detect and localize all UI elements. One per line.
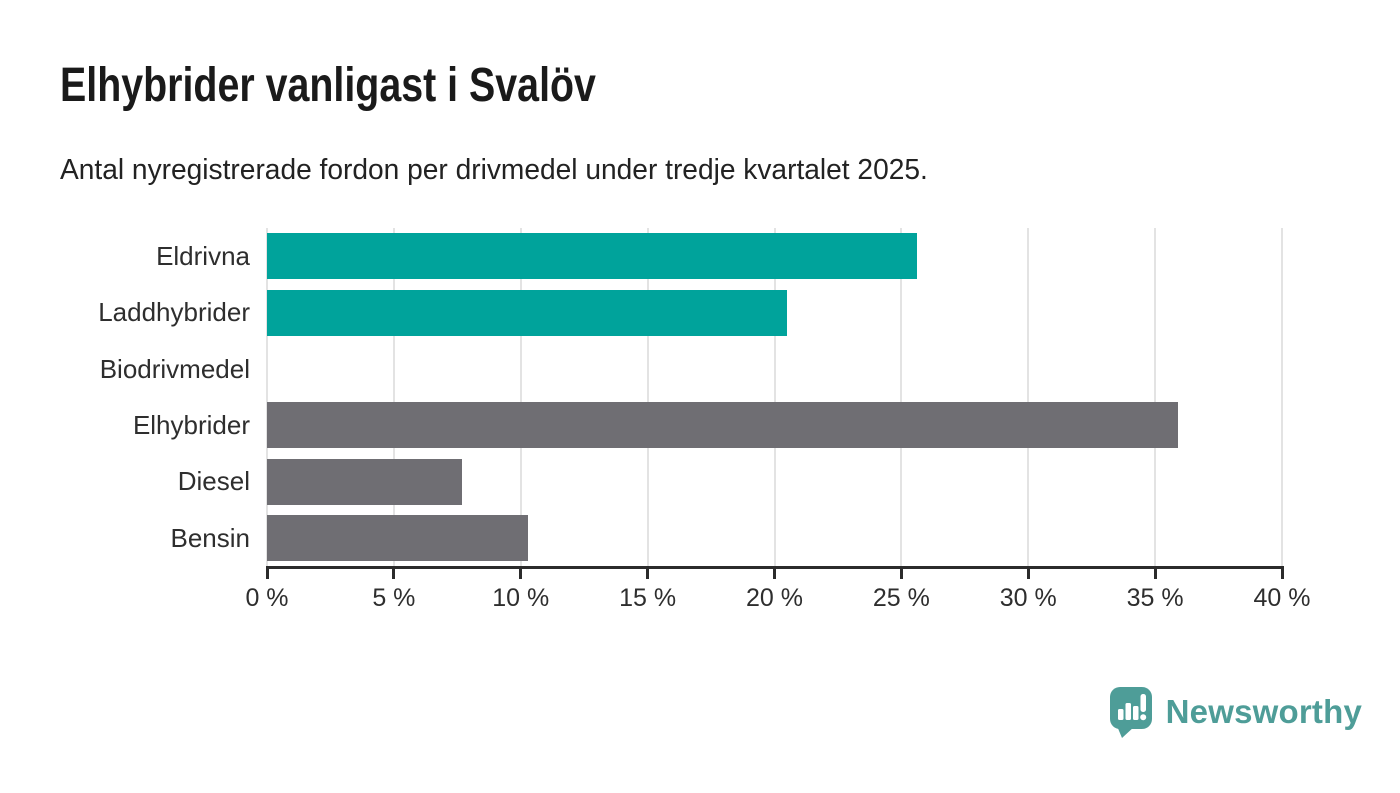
- bar-eldrivna: [267, 233, 917, 280]
- chart-subtitle: Antal nyregistrerade fordon per drivmede…: [60, 154, 928, 186]
- category-label-laddhybrider: Laddhybrider: [98, 297, 250, 328]
- bar-elhybrider: [267, 402, 1178, 449]
- x-axis-tick: [265, 566, 269, 579]
- x-axis-tick: [1280, 566, 1284, 579]
- bar-laddhybrider: [267, 289, 788, 336]
- x-tick-label: 0 %: [245, 584, 289, 612]
- gridline: [392, 228, 395, 566]
- x-tick-label: 30 %: [999, 584, 1057, 612]
- x-axis-tick: [646, 566, 650, 579]
- x-axis-tick: [899, 566, 903, 579]
- bar-bensin: [267, 514, 529, 561]
- category-label-diesel: Diesel: [177, 466, 250, 497]
- x-tick-label: 5 %: [372, 584, 416, 612]
- category-label-bensin: Bensin: [170, 522, 251, 553]
- x-tick-label: 20 %: [746, 584, 803, 612]
- x-tick-label: 40 %: [1253, 584, 1311, 612]
- gridline: [1154, 228, 1157, 566]
- x-tick-label: 25 %: [872, 584, 930, 612]
- gridline: [519, 228, 522, 566]
- x-axis-tick: [1153, 566, 1157, 579]
- newsworthy-logo: Newsworthy: [1108, 686, 1362, 738]
- bar-chart-speech-bubble-icon: [1109, 687, 1152, 738]
- category-label-biodrivmedel: Biodrivmedel: [99, 353, 250, 384]
- brand-name: Newsworthy: [1165, 693, 1362, 730]
- x-axis-tick: [392, 566, 396, 579]
- gridline: [1027, 228, 1030, 566]
- x-tick-label: 35 %: [1126, 584, 1184, 612]
- bar-chart: Eldrivna Laddhybrider Biodrivmedel Elhybrid…: [0, 228, 1400, 628]
- x-tick-label: 10 %: [492, 584, 550, 612]
- x-tick-label: 15 %: [619, 584, 677, 612]
- chart-title: Elhybrider vanligast i Svalöv: [60, 59, 596, 112]
- gridline: [1281, 228, 1283, 566]
- gridline: [773, 228, 776, 566]
- gridline: [266, 228, 268, 566]
- category-labels: Eldrivna Laddhybrider Biodrivmedel Elhybrid…: [0, 228, 250, 566]
- gridline: [646, 228, 649, 566]
- x-axis-tick: [1026, 566, 1030, 579]
- x-axis-tick: [773, 566, 776, 579]
- plot-area: 0 % 5 % 10 % 15 % 20 % 25 % 30 % 35 % 40 %: [245, 228, 1310, 612]
- category-label-elhybrider: Elhybrider: [132, 410, 250, 440]
- x-axis-tick: [519, 566, 523, 579]
- x-axis-line: [267, 566, 1284, 569]
- gridline: [900, 228, 903, 566]
- bar-diesel: [267, 458, 463, 505]
- category-label-eldrivna: Eldrivna: [156, 241, 250, 271]
